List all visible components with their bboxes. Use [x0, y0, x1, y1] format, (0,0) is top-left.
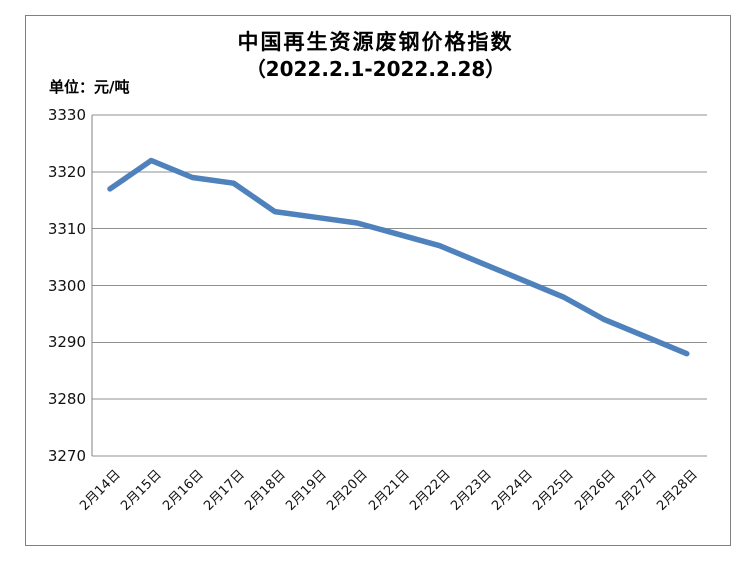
y-axis-tick-label: 3310: [47, 219, 86, 238]
gridlines: [92, 114, 707, 457]
price-line-series: [107, 157, 690, 357]
chart-frame: [25, 15, 731, 546]
chart-title-block: 中国再生资源废钢价格指数 （2022.2.1-2022.2.28）: [0, 28, 751, 83]
y-axis-tick-label: 3330: [47, 106, 86, 124]
y-axis-tick-label: 3300: [47, 276, 86, 295]
y-axis-tick-label: 3290: [47, 333, 86, 352]
chart-subtitle: （2022.2.1-2022.2.28）: [245, 57, 506, 82]
chart-title: 中国再生资源废钢价格指数: [237, 30, 514, 54]
unit-label: 单位：元/吨: [49, 78, 130, 96]
y-axis-tick-label: 3270: [47, 447, 86, 465]
y-axis-tick-label: 3320: [47, 162, 86, 181]
y-axis-tick-label: 3280: [47, 390, 86, 409]
